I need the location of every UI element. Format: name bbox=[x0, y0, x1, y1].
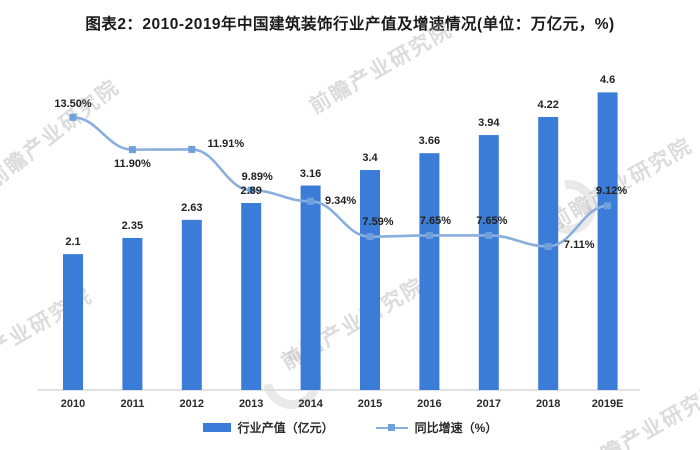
bar-2015 bbox=[360, 170, 380, 390]
chart-title: 图表2：2010-2019年中国建筑装饰行业产值及增速情况(单位：万亿元，%) bbox=[85, 16, 615, 33]
line-marker-2011 bbox=[128, 146, 136, 154]
bar-series-label: 行业产值（亿元） bbox=[237, 420, 334, 435]
legend-item-bar-series: 行业产值（亿元） bbox=[202, 419, 334, 436]
line-marker-2018 bbox=[544, 242, 552, 250]
line-marker-2016 bbox=[425, 231, 433, 239]
bar-2012 bbox=[181, 219, 202, 390]
bar-2019E bbox=[597, 92, 618, 390]
line-marker-2010 bbox=[69, 113, 77, 121]
bar-2014 bbox=[300, 185, 321, 390]
legend-item-line-series: 同比增速（%） bbox=[375, 419, 498, 436]
bar-2016 bbox=[419, 153, 440, 390]
line-marker-2012 bbox=[188, 145, 196, 153]
growth-rate-line bbox=[72, 116, 608, 248]
bar-2013 bbox=[241, 203, 262, 390]
line-marker-2019E bbox=[604, 202, 612, 210]
bar-2011 bbox=[122, 237, 143, 390]
bar-2018 bbox=[538, 116, 559, 390]
bar-series-swatch-icon bbox=[202, 422, 231, 432]
line-marker-2015 bbox=[366, 233, 374, 241]
line-series-label: 同比增速（%） bbox=[414, 420, 498, 435]
line-marker-2013 bbox=[247, 186, 255, 194]
line-marker-2014 bbox=[307, 197, 315, 205]
chart-legend: 行业产值（亿元） 同比增速（%） bbox=[0, 417, 700, 437]
bar-2010 bbox=[63, 254, 83, 390]
line-series-swatch-icon bbox=[375, 423, 408, 432]
bar-2017 bbox=[478, 135, 499, 390]
line-marker-2017 bbox=[485, 231, 493, 239]
